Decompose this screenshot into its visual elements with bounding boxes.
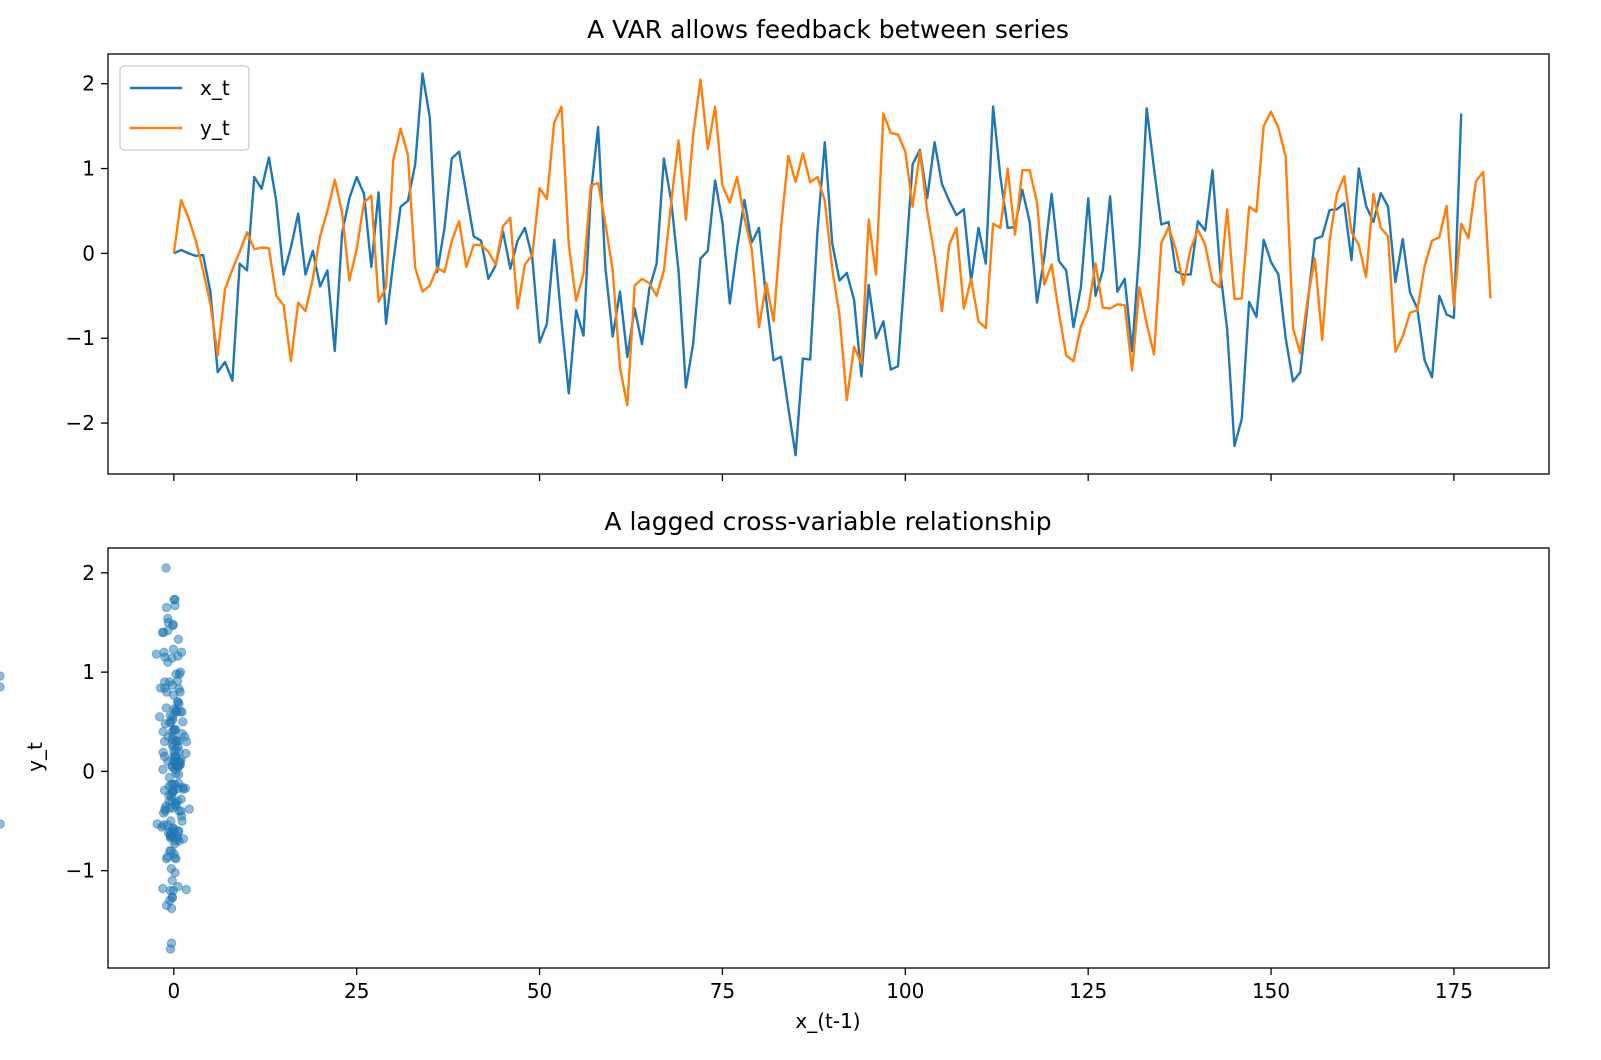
scatter-point — [167, 653, 177, 663]
scatter-point — [181, 748, 191, 759]
scatter-point — [158, 883, 168, 894]
scatter-point — [173, 634, 184, 644]
scatter-point — [159, 627, 169, 638]
scatter-point — [167, 892, 178, 903]
scatter-point — [158, 764, 168, 775]
scatter-point — [167, 875, 177, 886]
scatter-point — [174, 826, 184, 836]
scatter-point — [168, 644, 179, 654]
scatter-point — [166, 791, 176, 801]
scatter-point — [176, 794, 186, 804]
x-tick-label: 100 — [886, 979, 924, 1003]
scatter-point — [178, 717, 188, 727]
scatter-point — [181, 736, 192, 747]
y-tick-label: 0 — [82, 241, 95, 265]
scatter-chart-panel: A lagged cross-variable relationship −1 0… — [0, 507, 1550, 1033]
scatter-point — [173, 881, 183, 892]
scatter-point — [168, 756, 178, 767]
scatter-point — [0, 819, 5, 829]
scatter-point — [166, 903, 177, 914]
x-tick-label: 150 — [1252, 979, 1290, 1003]
scatter-point — [173, 778, 184, 788]
line-chart-panel: A VAR allows feedback between series −2−… — [66, 15, 1550, 481]
x-tick-label: 0 — [167, 979, 180, 1003]
scatter-point — [176, 647, 187, 657]
y-tick-label: 1 — [82, 660, 95, 684]
scatter-point — [0, 682, 5, 692]
line-series-group — [172, 72, 1492, 457]
scatter-point — [184, 804, 195, 814]
scatter-point — [181, 884, 192, 895]
scatter-point — [151, 649, 162, 659]
top-chart-title: A VAR allows feedback between series — [587, 15, 1069, 44]
x-tick-label: 125 — [1069, 979, 1107, 1003]
scatter-points-group — [0, 563, 195, 954]
scatter-point — [161, 563, 171, 573]
series-line-y_t — [172, 78, 1492, 407]
y-tick-label: −2 — [66, 411, 95, 435]
legend-label-x_t: x_t — [200, 76, 230, 100]
x-axis-label: x_(t-1) — [795, 1009, 860, 1033]
top-plot-frame — [107, 53, 1550, 475]
scatter-point — [0, 671, 5, 681]
x-tick-label: 175 — [1435, 979, 1473, 1003]
scatter-point — [172, 676, 183, 686]
scatter-point — [166, 938, 177, 948]
scatter-point — [168, 619, 178, 630]
scatter-point — [170, 600, 180, 611]
bottom-x-axis: 0 25 50 75 100 125 150 175 — [167, 968, 1473, 1003]
top-x-axis — [173, 474, 1455, 481]
bottom-chart-title: A lagged cross-variable relationship — [604, 507, 1051, 536]
legend: x_t y_t — [119, 65, 250, 151]
scatter-point — [165, 711, 175, 721]
scatter-point — [158, 820, 169, 830]
scatter-point — [173, 769, 184, 780]
scatter-point — [164, 772, 175, 783]
top-y-axis: −2 −1 0 1 2 — [66, 72, 108, 435]
scatter-point — [161, 854, 172, 864]
scatter-point — [161, 703, 171, 713]
x-tick-label: 75 — [710, 979, 735, 1003]
bottom-y-axis: −1 0 1 2 — [66, 561, 108, 883]
y-tick-label: 2 — [82, 72, 95, 96]
bottom-plot-frame — [107, 547, 1550, 969]
scatter-point — [175, 687, 185, 697]
series-line-x_t — [173, 72, 1463, 457]
scatter-point — [161, 602, 172, 613]
x-tick-label: 50 — [527, 979, 552, 1003]
y-tick-label: 1 — [82, 157, 95, 181]
scatter-point — [176, 806, 186, 816]
x-tick-label: 25 — [344, 979, 369, 1003]
scatter-point — [178, 784, 189, 794]
y-tick-label: 0 — [82, 759, 95, 783]
scatter-point — [154, 712, 165, 722]
legend-label-y_t: y_t — [200, 116, 230, 140]
scatter-point — [164, 781, 174, 791]
scatter-point — [163, 828, 174, 838]
scatter-point — [169, 849, 179, 859]
y-axis-label: y_t — [23, 742, 47, 772]
y-tick-label: −1 — [66, 859, 95, 883]
scatter-point — [171, 736, 182, 747]
scatter-point — [173, 697, 183, 707]
y-tick-label: 2 — [82, 561, 95, 585]
scatter-point — [158, 747, 168, 758]
y-tick-label: −1 — [66, 326, 95, 350]
scatter-point — [160, 677, 170, 687]
scatter-point — [166, 864, 177, 874]
scatter-point — [163, 732, 174, 742]
scatter-point — [159, 647, 169, 657]
